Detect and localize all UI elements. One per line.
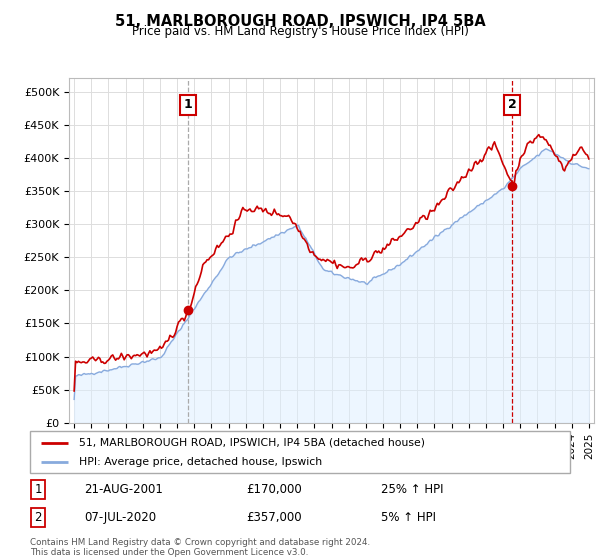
FancyBboxPatch shape [30, 431, 570, 473]
Text: £170,000: £170,000 [246, 483, 302, 496]
Text: 21-AUG-2001: 21-AUG-2001 [84, 483, 163, 496]
Text: 51, MARLBOROUGH ROAD, IPSWICH, IP4 5BA (detached house): 51, MARLBOROUGH ROAD, IPSWICH, IP4 5BA (… [79, 437, 425, 447]
Text: 51, MARLBOROUGH ROAD, IPSWICH, IP4 5BA: 51, MARLBOROUGH ROAD, IPSWICH, IP4 5BA [115, 14, 485, 29]
Text: 07-JUL-2020: 07-JUL-2020 [84, 511, 156, 524]
Text: 2: 2 [508, 99, 517, 111]
Text: 1: 1 [34, 483, 42, 496]
Text: 1: 1 [184, 99, 192, 111]
Text: HPI: Average price, detached house, Ipswich: HPI: Average price, detached house, Ipsw… [79, 457, 322, 467]
Text: 25% ↑ HPI: 25% ↑ HPI [381, 483, 443, 496]
Text: £357,000: £357,000 [246, 511, 302, 524]
Text: 2: 2 [34, 511, 42, 524]
Text: 5% ↑ HPI: 5% ↑ HPI [381, 511, 436, 524]
Text: Price paid vs. HM Land Registry's House Price Index (HPI): Price paid vs. HM Land Registry's House … [131, 25, 469, 38]
Text: Contains HM Land Registry data © Crown copyright and database right 2024.
This d: Contains HM Land Registry data © Crown c… [30, 538, 370, 557]
